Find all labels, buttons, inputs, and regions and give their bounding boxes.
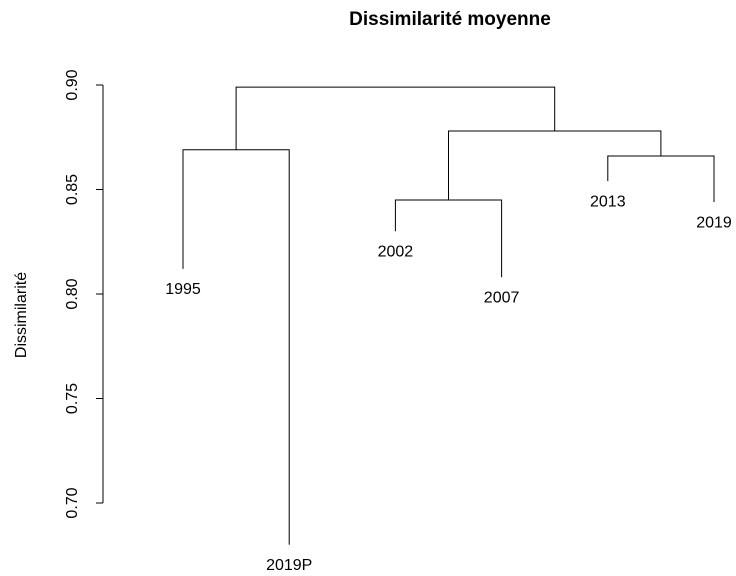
merge-branch	[182, 149, 290, 545]
leaf-label: 2019	[696, 214, 732, 231]
leaf-label: 1995	[165, 281, 201, 298]
y-axis-label: Dissimilarité	[13, 272, 30, 358]
merge-branch	[235, 86, 556, 150]
merge-branch	[394, 199, 503, 278]
leaf-label: 2002	[378, 244, 414, 261]
leaf-label: 2007	[484, 289, 520, 306]
leaf-label: 2019P	[266, 557, 312, 574]
y-tick-label: 0.90	[64, 69, 81, 100]
y-tick-label: 0.75	[64, 383, 81, 414]
chart-title: Dissimilarité moyenne	[349, 9, 551, 30]
y-tick-label: 0.70	[64, 487, 81, 518]
merge-branch	[448, 130, 662, 200]
y-tick-label: 0.85	[64, 174, 81, 205]
leaf-label: 2013	[590, 193, 626, 210]
y-tick-label: 0.80	[64, 278, 81, 309]
